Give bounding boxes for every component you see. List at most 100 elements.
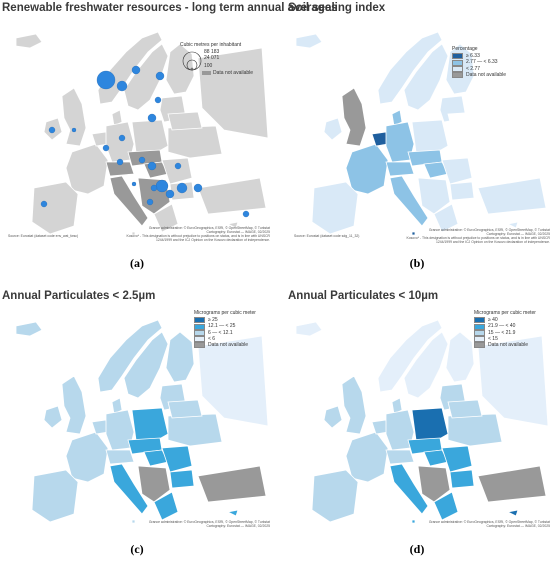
- region-iberia: [31, 469, 79, 523]
- region-turkey: [477, 177, 547, 215]
- legend-swatch-high: [474, 317, 485, 324]
- caption-b: (b): [409, 256, 425, 270]
- legend-item: 12.1 — < 25: [208, 323, 236, 330]
- region-france: [65, 143, 109, 195]
- region-france: [345, 143, 389, 195]
- region-malta: [131, 231, 136, 236]
- legend-item: ≥ 40: [488, 317, 498, 324]
- caption-a: (a): [130, 256, 144, 270]
- legend-swatch-na: [452, 71, 463, 78]
- copyright-note: Grance administrative: © EuroGeographics…: [126, 226, 270, 242]
- copyright-note: Grance administrative: © EuroGeographics…: [406, 228, 550, 244]
- na-swatch: [202, 71, 211, 75]
- legend-item: 2.77 — < 6.33: [466, 59, 498, 66]
- freshwater-bubble: [242, 210, 250, 218]
- legend-item: ≥ 25: [208, 317, 218, 324]
- bubble-value-large: 88 183: [204, 49, 220, 55]
- region-alpine: [385, 161, 415, 177]
- region-belarus: [447, 399, 483, 419]
- region-alpine: [105, 449, 135, 465]
- freshwater-bubble: [155, 179, 169, 193]
- region-malta: [411, 231, 416, 236]
- region-malta: [411, 519, 416, 524]
- legend-swatch-low: [474, 335, 485, 342]
- region-iceland: [295, 33, 323, 49]
- region-ukraine: [447, 125, 503, 159]
- region-poland: [411, 407, 449, 443]
- panel-c-title: Annual Particulates < 2.5µm: [2, 290, 156, 302]
- region-russia: [477, 47, 549, 139]
- caption-c: (c): [130, 542, 144, 556]
- source-note: Source: Eurostat (dataset code sdg_11_32…: [294, 234, 360, 238]
- region-norway: [377, 319, 443, 393]
- region-finland: [445, 331, 475, 383]
- map-pm10: [282, 306, 550, 536]
- region-balkans: [417, 177, 451, 215]
- region-france: [65, 431, 109, 483]
- region-romania: [161, 445, 193, 473]
- freshwater-bubble: [176, 182, 188, 194]
- region-ireland: [323, 117, 343, 141]
- freshwater-bubble: [147, 161, 157, 171]
- region-poland: [411, 119, 449, 155]
- region-greece: [433, 491, 459, 521]
- region-sweden: [123, 43, 169, 111]
- legend-swatch-low: [194, 335, 205, 342]
- region-turkey: [477, 465, 547, 503]
- freshwater-bubble: [48, 126, 56, 134]
- region-iceland: [295, 321, 323, 337]
- region-norway: [377, 31, 443, 105]
- source-note: Source: Eurostat (dataset code env_wat_f…: [8, 234, 79, 238]
- region-greece: [153, 203, 179, 233]
- region-ireland: [323, 405, 343, 429]
- legend-item: ≥ 6.33: [466, 53, 480, 60]
- map-pm25: [2, 306, 270, 536]
- legend-swatch-high: [452, 53, 463, 60]
- region-belarus: [167, 111, 203, 131]
- region-uk: [61, 87, 87, 147]
- legend-swatch-midhigh: [194, 323, 205, 330]
- region-cyprus: [506, 221, 519, 229]
- region-uk: [341, 375, 367, 435]
- region-italy: [109, 463, 149, 515]
- region-bulgaria: [169, 469, 195, 489]
- region-cyprus: [226, 509, 239, 517]
- freshwater-legend: Cubic metres per inhabitant 88 183 24 07…: [180, 42, 253, 76]
- region-denmark: [111, 397, 123, 415]
- freshwater-bubble: [40, 200, 48, 208]
- region-russia: [477, 335, 549, 427]
- legend-item: < 6: [208, 335, 216, 342]
- region-bulgaria: [449, 181, 475, 201]
- region-poland: [131, 119, 169, 155]
- map-soil-sealing: [282, 18, 550, 248]
- legend-item: 6 — < 12.1: [208, 329, 233, 336]
- region-iberia: [31, 181, 79, 235]
- panel-c: Annual Particulates < 2.5µm Micrograms p…: [2, 290, 272, 560]
- region-ukraine: [167, 413, 223, 447]
- legend-swatch-mid: [474, 329, 485, 336]
- region-iceland: [15, 321, 43, 337]
- freshwater-bubble: [154, 96, 162, 104]
- legend-item: < 15: [488, 335, 498, 342]
- freshwater-bubble: [174, 162, 182, 170]
- freshwater-bubble: [131, 181, 137, 187]
- freshwater-bubble: [155, 71, 165, 81]
- freshwater-bubble: [96, 70, 116, 90]
- legend-item: Data not available: [208, 342, 249, 349]
- pm25-legend: Micrograms per cubic meter ≥ 25 12.1 — <…: [194, 310, 256, 349]
- freshwater-legend-title: Cubic metres per inhabitant: [180, 42, 242, 48]
- soil-legend-title: Percentage: [452, 46, 478, 52]
- region-france: [345, 431, 389, 483]
- legend-swatch-midhigh: [474, 323, 485, 330]
- panel-b-title: Soil sealing index: [288, 2, 386, 14]
- bubble-value-mid: 24 071: [204, 54, 220, 61]
- legend-swatch-low: [452, 65, 463, 72]
- freshwater-bubble: [193, 183, 203, 193]
- panel-d: Annual Particulates < 10µm Micrograms pe…: [282, 290, 550, 560]
- pm10-legend: Micrograms per cubic meter ≥ 40 21.9 — <…: [474, 310, 536, 349]
- na-label: Data not available: [213, 70, 254, 76]
- region-balkans: [417, 465, 451, 503]
- bubble-legend-graphic: [182, 51, 202, 71]
- region-alpine: [385, 449, 415, 465]
- region-russia: [197, 47, 269, 139]
